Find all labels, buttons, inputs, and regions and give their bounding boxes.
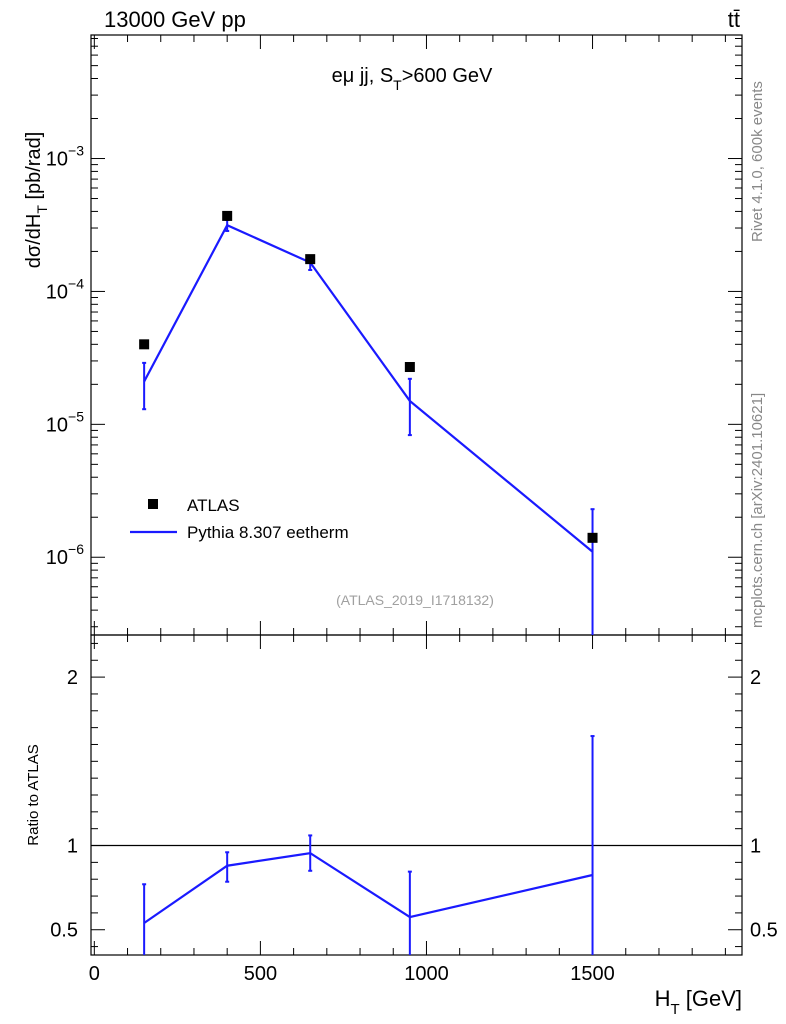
ratio-mc-line xyxy=(143,851,593,924)
ratio-y-tick-label: 2 xyxy=(67,667,78,689)
energy-label: 13000 GeV pp xyxy=(104,7,246,32)
process-label: tt̄ xyxy=(728,7,740,32)
rivet-label: Rivet 4.1.0, 600k events xyxy=(749,81,766,242)
legend-atlas-marker xyxy=(148,499,158,509)
x-tick-label: 1500 xyxy=(570,963,615,985)
ratio-y-tick-label: 0.5 xyxy=(50,920,78,942)
main-y-tick-label: 10−5 xyxy=(46,408,84,436)
main-axis-ticks: 10−3 10−4 10−5 10−6 xyxy=(46,35,742,635)
main-y-axis-label: dσ/dHT [pb/rad] xyxy=(23,132,50,269)
main-title: eμ jj, ST>600 GeV xyxy=(332,65,493,93)
atlas-data-point xyxy=(305,254,316,265)
ratio-axis-ticks: 0 500 1000 1500 0.5 0.5 1 1 2 2 xyxy=(50,635,778,985)
ratio-y-tick-label-right: 1 xyxy=(750,836,761,858)
atlas-data-point xyxy=(404,362,415,373)
main-y-tick-label: 10−3 xyxy=(46,143,84,171)
main-panel-frame xyxy=(90,34,743,636)
x-tick-label: 1000 xyxy=(404,963,449,985)
ratio-y-tick-label: 1 xyxy=(67,836,78,858)
atlas-data-point xyxy=(139,339,150,350)
ratio-panel-frame xyxy=(90,634,743,956)
legend-atlas-label: ATLAS xyxy=(187,496,240,515)
main-y-tick-label: 10−6 xyxy=(46,541,84,569)
main-y-tick-label: 10−4 xyxy=(46,275,84,303)
main-plot-data xyxy=(139,210,598,635)
ratio-plot-data xyxy=(91,735,742,955)
atlas-data-point xyxy=(222,210,233,221)
legend: ATLAS Pythia 8.307 eetherm xyxy=(130,496,349,542)
x-tick-label: 500 xyxy=(244,963,277,985)
ratio-y-tick-label-right: 0.5 xyxy=(750,920,778,942)
legend-pythia-label: Pythia 8.307 eetherm xyxy=(187,523,349,542)
atlas-data-point xyxy=(587,532,598,543)
x-tick-label: 0 xyxy=(89,963,100,985)
analysis-label: (ATLAS_2019_I1718132) xyxy=(336,592,494,608)
ratio-y-tick-label-right: 2 xyxy=(750,667,761,689)
ratio-y-axis-label: Ratio to ATLAS xyxy=(25,744,42,845)
mcplots-label: mcplots.cern.ch [arXiv:2401.10621] xyxy=(749,393,766,628)
x-axis-label: HT [GeV] xyxy=(655,986,742,1018)
